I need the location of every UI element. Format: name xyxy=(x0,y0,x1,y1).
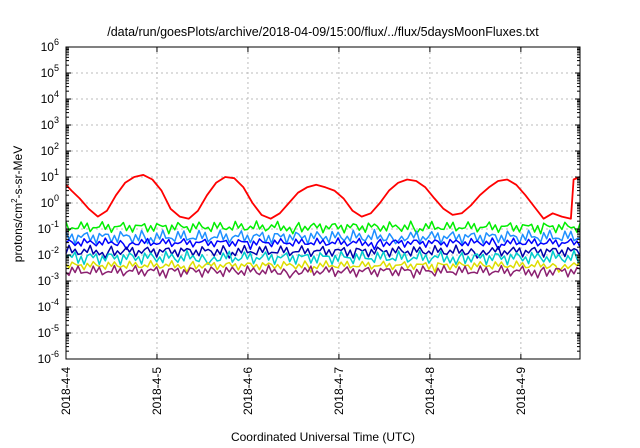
y-tick-exponent: 3 xyxy=(54,115,59,125)
y-tick-label: 10-1 xyxy=(38,219,59,236)
y-axis-label-base: protons/cm xyxy=(11,203,25,262)
y-tick-base: 10 xyxy=(38,222,52,236)
y-tick-label: 101 xyxy=(41,167,59,184)
tick-layer: 10-610-510-410-310-210-11001011021031041… xyxy=(38,37,580,415)
y-tick-base: 10 xyxy=(41,170,55,184)
y-axis-label-sup: 2 xyxy=(10,198,19,203)
y-tick-exponent: 0 xyxy=(54,193,59,203)
y-tick-base: 10 xyxy=(41,118,55,132)
y-tick-label: 103 xyxy=(41,115,59,132)
y-tick-exponent: -2 xyxy=(51,245,59,255)
y-tick-label: 102 xyxy=(41,141,59,158)
y-tick-base: 10 xyxy=(41,66,55,80)
y-tick-base: 10 xyxy=(41,92,55,106)
y-tick-exponent: -3 xyxy=(51,271,59,281)
x-axis-label: Coordinated Universal Time (UTC) xyxy=(231,430,415,444)
y-tick-base: 10 xyxy=(38,326,52,340)
x-tick-label: 2018-4-5 xyxy=(150,367,164,415)
y-axis-label: protons/cm2-s-sr-MeV xyxy=(10,146,25,262)
y-tick-label: 10-4 xyxy=(38,297,59,314)
y-tick-exponent: -6 xyxy=(51,349,59,359)
series-line xyxy=(65,249,581,266)
y-tick-exponent: -5 xyxy=(51,323,59,333)
series-line xyxy=(65,173,581,220)
y-tick-label: 10-2 xyxy=(38,245,59,262)
y-tick-exponent: 4 xyxy=(54,89,59,99)
series-line xyxy=(65,259,581,273)
y-axis-label-tail: -s-sr-MeV xyxy=(11,146,25,199)
series-layer xyxy=(65,173,581,279)
y-tick-label: 100 xyxy=(41,193,59,210)
y-tick-base: 10 xyxy=(38,274,52,288)
series-line xyxy=(65,244,581,259)
series-line xyxy=(65,264,581,279)
x-tick-label: 2018-4-4 xyxy=(59,367,73,415)
y-tick-exponent: 5 xyxy=(54,63,59,73)
y-tick-label: 104 xyxy=(41,89,59,106)
x-tick-label: 2018-4-7 xyxy=(332,367,346,415)
y-tick-label: 106 xyxy=(41,37,59,54)
y-tick-base: 10 xyxy=(38,300,52,314)
y-tick-label: 10-5 xyxy=(38,323,59,340)
y-tick-label: 10-6 xyxy=(38,349,59,366)
y-tick-exponent: -1 xyxy=(51,219,59,229)
y-tick-base: 10 xyxy=(41,196,55,210)
y-tick-exponent: 6 xyxy=(54,37,59,47)
y-tick-exponent: 2 xyxy=(54,141,59,151)
y-tick-base: 10 xyxy=(41,40,55,54)
chart-title: /data/run/goesPlots/archive/2018-04-09/1… xyxy=(107,25,539,39)
y-tick-exponent: -4 xyxy=(51,297,59,307)
x-tick-label: 2018-4-6 xyxy=(241,367,255,415)
series-line xyxy=(65,220,581,235)
y-tick-label: 10-3 xyxy=(38,271,59,288)
y-tick-exponent: 1 xyxy=(54,167,59,177)
series-line xyxy=(65,237,581,251)
y-tick-base: 10 xyxy=(38,352,52,366)
y-tick-base: 10 xyxy=(38,248,52,262)
y-tick-label: 105 xyxy=(41,63,59,80)
x-tick-label: 2018-4-9 xyxy=(514,367,528,415)
x-tick-label: 2018-4-8 xyxy=(423,367,437,415)
y-tick-base: 10 xyxy=(41,144,55,158)
